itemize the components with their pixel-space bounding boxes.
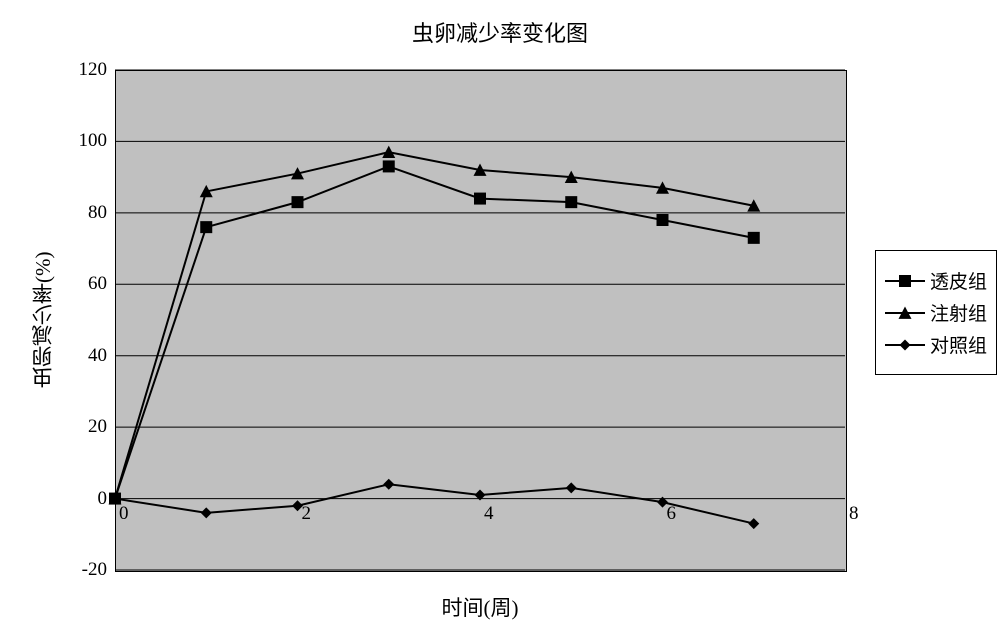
legend-swatch xyxy=(885,271,925,291)
legend-label: 透皮组 xyxy=(930,267,987,294)
y-tick-label: 80 xyxy=(88,202,107,224)
y-tick-label: -20 xyxy=(82,559,107,581)
legend-swatch xyxy=(885,335,925,355)
y-axis-label: 虫卵减少率(%) xyxy=(28,230,58,410)
legend-label: 注射组 xyxy=(930,299,987,326)
legend-item: 透皮组 xyxy=(885,267,987,294)
legend-item: 对照组 xyxy=(885,331,987,358)
y-tick-label: 100 xyxy=(79,130,108,152)
legend-label: 对照组 xyxy=(930,331,987,358)
y-tick-label: 40 xyxy=(88,345,107,367)
y-tick-label: 120 xyxy=(79,59,108,81)
x-axis-label: 时间(周) xyxy=(115,592,845,622)
chart-svg xyxy=(115,70,845,570)
x-tick-label: 4 xyxy=(484,503,494,525)
legend: 透皮组注射组对照组 xyxy=(875,250,997,375)
x-tick-label: 8 xyxy=(849,503,859,525)
y-tick-label: 20 xyxy=(88,416,107,438)
y-tick-label: 0 xyxy=(98,488,108,510)
x-tick-label: 0 xyxy=(119,503,129,525)
y-tick-label: 60 xyxy=(88,273,107,295)
x-tick-label: 6 xyxy=(667,503,677,525)
chart-title: 虫卵减少率变化图 xyxy=(0,16,1000,48)
legend-item: 注射组 xyxy=(885,299,987,326)
chart-container: 虫卵减少率变化图 虫卵减少率(%) 时间(周) 透皮组注射组对照组 -20020… xyxy=(0,0,1000,642)
legend-swatch xyxy=(885,303,925,323)
x-tick-label: 2 xyxy=(302,503,312,525)
